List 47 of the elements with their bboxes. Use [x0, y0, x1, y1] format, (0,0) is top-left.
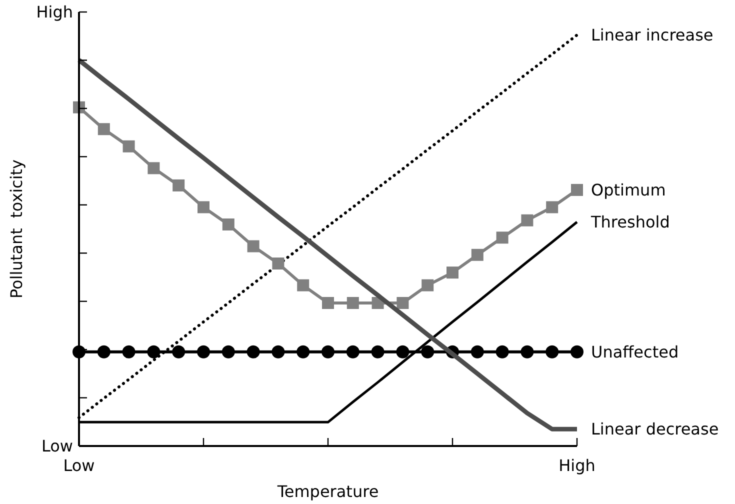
point	[272, 345, 285, 358]
series-label: Linear decrease	[591, 420, 719, 439]
point	[496, 232, 508, 244]
point	[122, 140, 135, 152]
x-axis-title: Temperature	[276, 482, 379, 501]
point	[272, 258, 284, 270]
point	[570, 345, 584, 358]
point	[396, 345, 410, 358]
point	[98, 123, 110, 136]
point	[571, 184, 583, 196]
point	[322, 345, 334, 358]
point	[396, 296, 409, 309]
point	[222, 345, 235, 358]
point	[172, 179, 185, 192]
series-label: Optimum	[591, 180, 666, 200]
point	[122, 345, 136, 358]
point	[546, 201, 558, 214]
point	[246, 345, 260, 358]
series-label: Threshold	[590, 212, 670, 232]
point	[197, 345, 210, 358]
point	[371, 345, 384, 358]
point	[521, 214, 534, 226]
series-label: Unaffected	[591, 342, 679, 362]
point	[520, 345, 534, 358]
point	[346, 345, 360, 358]
series-label: Linear increase	[591, 26, 714, 45]
point	[446, 266, 458, 279]
text: High	[36, 2, 73, 22]
point	[247, 240, 260, 252]
point	[322, 296, 334, 309]
point	[422, 279, 434, 292]
point	[97, 345, 110, 358]
y-axis-title: Pollutant toxicity	[7, 159, 26, 299]
point	[198, 201, 210, 214]
point	[148, 162, 160, 174]
point	[296, 345, 310, 358]
point	[471, 248, 484, 261]
point	[496, 345, 509, 358]
point	[346, 296, 359, 309]
point	[172, 345, 186, 358]
point	[546, 345, 559, 358]
point	[470, 345, 484, 358]
point	[222, 218, 234, 230]
point	[297, 279, 310, 292]
point	[421, 345, 434, 358]
point	[147, 345, 160, 358]
text: Low	[41, 436, 73, 456]
